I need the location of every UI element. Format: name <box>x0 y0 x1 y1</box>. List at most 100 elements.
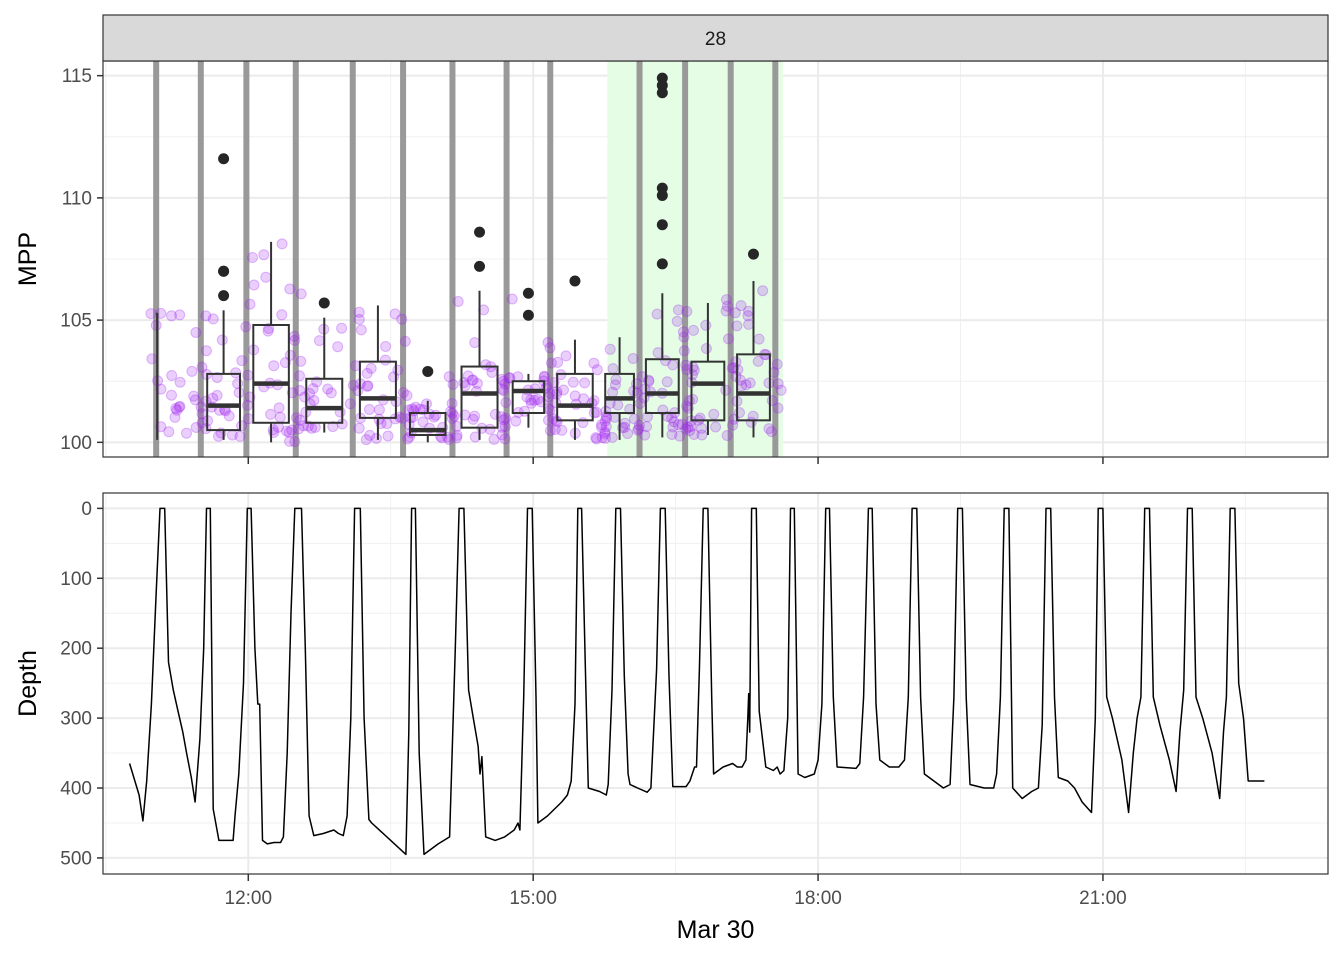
mpp-boxplot <box>604 337 635 440</box>
depth-axis-title: Depth <box>14 650 42 717</box>
mpp-point <box>286 387 298 399</box>
mpp-point <box>284 435 296 447</box>
y-tick-label: 300 <box>60 709 92 730</box>
mpp-point <box>332 341 344 353</box>
mpp-point <box>599 426 611 438</box>
mpp-point <box>532 394 544 405</box>
mpp-point <box>360 434 372 446</box>
mpp-point <box>155 421 167 433</box>
mpp-boxplot <box>358 305 397 440</box>
mpp-point <box>678 345 690 357</box>
mpp-point <box>294 370 305 382</box>
mpp-point <box>752 355 764 367</box>
y-tick-label: 115 <box>62 66 92 87</box>
mpp-point <box>685 420 697 432</box>
mpp-point <box>336 322 348 334</box>
mpp-point <box>289 436 301 448</box>
mpp-point <box>452 296 464 307</box>
mpp-point <box>588 407 600 419</box>
mpp-point <box>200 345 212 357</box>
y-tick-label: 0 <box>81 499 92 520</box>
mpp-point <box>684 425 696 437</box>
mpp-point <box>499 378 511 390</box>
mpp-point <box>166 370 178 381</box>
mpp-point <box>599 415 611 427</box>
mpp-point <box>696 429 708 441</box>
mpp-point <box>567 376 579 388</box>
mpp-point <box>641 421 652 433</box>
mpp-point <box>569 390 581 402</box>
mpp-point <box>397 387 409 399</box>
mpp-point <box>588 357 600 369</box>
mpp-point <box>200 310 212 322</box>
mpp-point <box>632 424 644 436</box>
mpp-point <box>629 413 640 425</box>
boxplot-outlier <box>218 153 230 165</box>
mpp-point <box>700 319 712 331</box>
mpp-point <box>145 308 157 320</box>
mpp-point <box>211 389 223 401</box>
mpp-point <box>667 421 679 433</box>
mpp-point <box>771 358 783 370</box>
mpp-point <box>347 379 359 391</box>
mpp-point <box>223 410 235 422</box>
boxplot-box <box>206 372 242 432</box>
mpp-point <box>633 423 645 435</box>
mpp-point <box>260 271 272 283</box>
mpp-point <box>402 433 414 445</box>
mpp-point <box>676 418 688 430</box>
mpp-point <box>186 365 198 377</box>
mpp-point <box>240 321 252 333</box>
boxplot-box <box>556 372 594 422</box>
mpp-point <box>248 279 260 291</box>
mpp-point <box>775 384 787 396</box>
mpp-point <box>544 342 556 354</box>
mpp-point <box>421 398 432 410</box>
mpp-point <box>283 426 295 438</box>
mpp-point <box>236 355 248 367</box>
boxplot-outlier <box>522 287 534 299</box>
mpp-point <box>627 353 639 364</box>
mpp-point <box>355 324 367 336</box>
boxplot-box <box>408 412 447 436</box>
mpp-point <box>213 430 224 442</box>
mpp-point <box>688 324 699 336</box>
mpp-point <box>672 304 684 316</box>
mpp-point <box>757 285 769 297</box>
boxplot-box <box>604 372 635 414</box>
mpp-point <box>678 331 690 343</box>
mpp-point <box>448 410 460 422</box>
mpp-point <box>169 411 181 423</box>
depth-panel-grid <box>103 493 1328 874</box>
mpp-point <box>307 383 319 395</box>
mpp-point <box>696 422 707 434</box>
mpp-point <box>681 306 693 317</box>
mpp-point <box>284 349 296 361</box>
mpp-point <box>181 427 192 439</box>
mpp-point <box>668 416 680 428</box>
mpp-point <box>510 415 522 427</box>
mpp-point <box>599 432 611 444</box>
mpp-point <box>353 306 365 318</box>
mpp-point <box>364 429 376 441</box>
mpp-point <box>173 401 185 413</box>
x-tick-label: 12:00 <box>225 888 273 909</box>
mpp-point <box>447 379 459 390</box>
mpp-boxplot <box>556 275 594 440</box>
mpp-point <box>466 374 478 386</box>
mpp-point <box>721 430 733 441</box>
mpp-point <box>276 238 288 250</box>
mpp-point <box>306 422 318 434</box>
mpp-boxplot <box>736 248 771 438</box>
mpp-point <box>591 406 602 418</box>
mpp-axis-title: MPP <box>14 232 42 286</box>
mpp-point <box>579 377 591 389</box>
mpp-point <box>462 370 474 382</box>
mpp-point <box>612 399 624 411</box>
mpp-point <box>731 320 743 332</box>
mpp-point <box>499 433 511 445</box>
mpp-point <box>677 326 689 338</box>
mpp-point <box>188 390 200 402</box>
facet-strip-background <box>102 14 1329 62</box>
